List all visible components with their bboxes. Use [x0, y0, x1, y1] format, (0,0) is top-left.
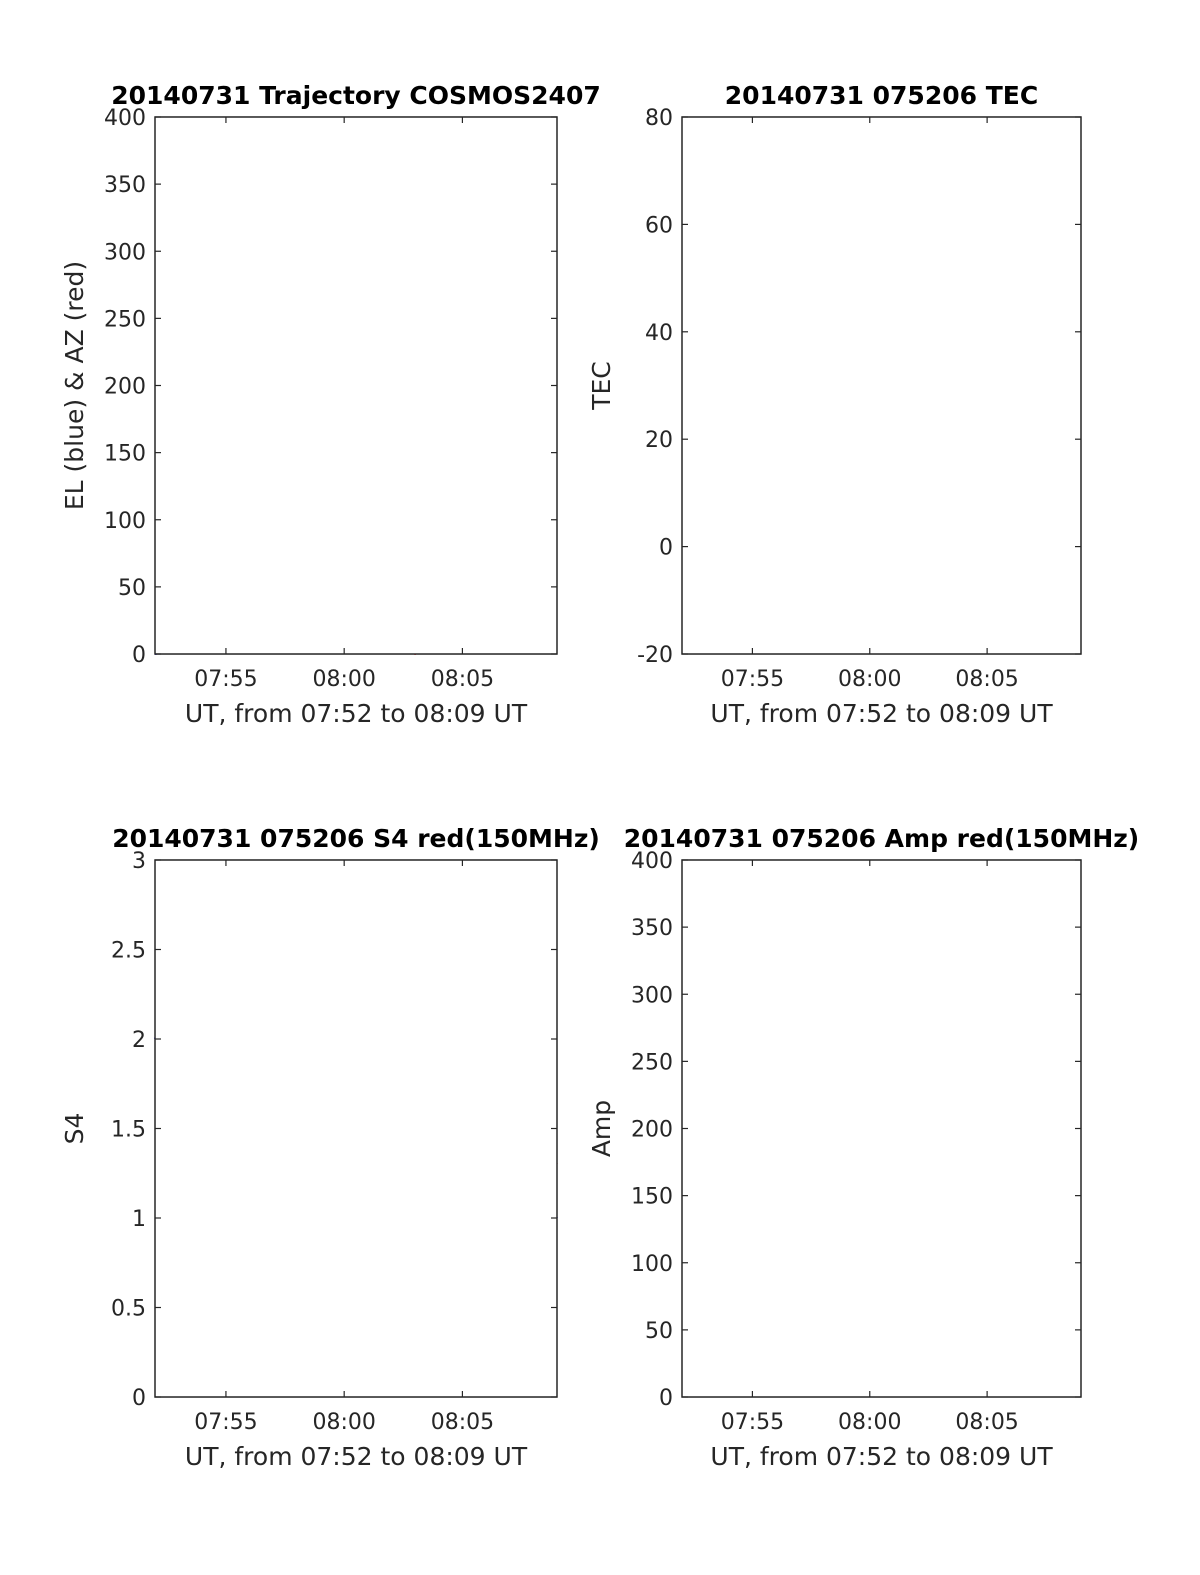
y-tick-label: 20: [645, 428, 673, 453]
y-tick-label: 0: [132, 643, 146, 668]
y-tick-label: 80: [645, 106, 673, 131]
x-tick-label: 08:00: [838, 667, 901, 692]
x-axis-label: UT, from 07:52 to 08:09 UT: [185, 699, 528, 728]
x-tick-label: 07:55: [194, 1410, 257, 1435]
x-tick-label: 07:55: [721, 1410, 784, 1435]
x-tick-label: 08:05: [955, 1410, 1018, 1435]
y-tick-label: 100: [104, 509, 146, 534]
y-tick-label: 350: [631, 916, 673, 941]
x-tick-label: 07:55: [721, 667, 784, 692]
x-axis-label: UT, from 07:52 to 08:09 UT: [710, 1442, 1053, 1471]
axes-box: [154, 859, 558, 1398]
y-tick-label: 100: [631, 1252, 673, 1277]
y-axis-label: S4: [60, 1113, 89, 1145]
axes-box: [681, 859, 1082, 1398]
y-tick-label: 2.5: [111, 939, 146, 964]
y-tick-label: 200: [631, 1118, 673, 1143]
y-tick-label: 40: [645, 321, 673, 346]
chart-s4: 0 0.5 1 1.5 2 2.5 3 07:55 08:00 08:05 20140731 075…: [60, 824, 600, 1471]
x-tick-label: 08:05: [431, 1410, 494, 1435]
y-tick-label: 50: [118, 576, 146, 601]
y-tick-label: 3: [132, 849, 146, 874]
x-axis-label: UT, from 07:52 to 08:09 UT: [710, 699, 1053, 728]
x-tick-label: 08:05: [431, 667, 494, 692]
chart-title: 20140731 075206 S4 red(150MHz): [112, 824, 600, 853]
x-tick-label: 08:00: [838, 1410, 901, 1435]
y-tick-label: 150: [104, 442, 146, 467]
x-tick-label: 08:00: [312, 667, 375, 692]
x-tick-label: 07:55: [194, 667, 257, 692]
y-axis-label: TEC: [587, 361, 616, 411]
axes-box: [681, 116, 1082, 655]
y-tick-label: 50: [645, 1319, 673, 1344]
y-tick-label: 300: [104, 240, 146, 265]
y-tick-label: 300: [631, 983, 673, 1008]
y-axis-label: EL (blue) & AZ (red): [60, 261, 89, 510]
x-tick-label: 08:00: [312, 1410, 375, 1435]
y-tick-label: 200: [104, 375, 146, 400]
y-tick-label: 400: [104, 106, 146, 131]
y-tick-label: 1.5: [111, 1118, 146, 1143]
y-tick-label: 0: [132, 1386, 146, 1411]
x-axis-label: UT, from 07:52 to 08:09 UT: [185, 1442, 528, 1471]
chart-amp: 0 50 100 150 200 250 300 350 400 07:55 08:00 08:05 2…: [587, 824, 1139, 1471]
y-tick-label: 60: [645, 213, 673, 238]
axes-box: [154, 116, 558, 655]
y-tick-label: 250: [631, 1050, 673, 1075]
y-axis-label: Amp: [587, 1100, 616, 1157]
y-tick-label: 0: [659, 1386, 673, 1411]
chart-title: 20140731 075206 TEC: [725, 81, 1038, 110]
y-tick-label: 250: [104, 307, 146, 332]
chart-title: 20140731 075206 Amp red(150MHz): [624, 824, 1140, 853]
chart-trajectory: 0 50 100 150 200 250 300 350 400 07:55 08:00 08:05 2…: [60, 81, 601, 728]
chart-title: 20140731 Trajectory COSMOS2407: [111, 81, 601, 110]
y-tick-label: 0.5: [111, 1297, 146, 1322]
chart-tec: -20 0 20 40 60 80 07:55 08:00 08:05 20140731 0752…: [587, 81, 1082, 728]
y-tick-label: 1: [132, 1207, 146, 1232]
y-tick-label: 350: [104, 173, 146, 198]
y-tick-label: 400: [631, 849, 673, 874]
y-tick-label: 0: [659, 536, 673, 561]
x-tick-label: 08:05: [955, 667, 1018, 692]
y-tick-label: 2: [132, 1028, 146, 1053]
y-tick-label: -20: [637, 643, 673, 668]
y-tick-label: 150: [631, 1185, 673, 1210]
